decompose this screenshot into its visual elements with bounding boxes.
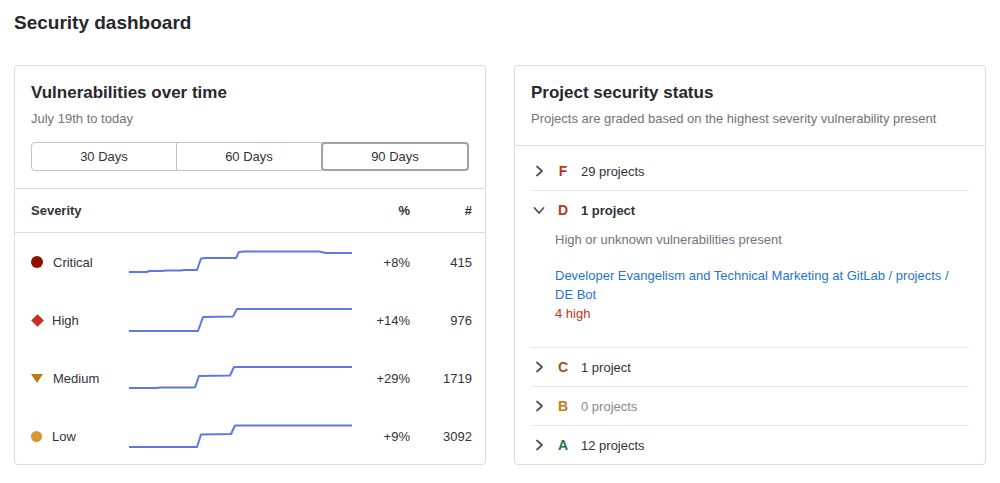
severity-table-header: Severity % # — [15, 189, 485, 233]
medium-sparkline-chart — [129, 361, 352, 395]
grade-list: F 29 projects D 1 project High or unknow… — [515, 146, 985, 464]
grade-block-d: D 1 project High or unknown vulnerabilit… — [531, 191, 969, 348]
percent-column-header: % — [352, 203, 410, 218]
grade-projects-count: 0 projects — [581, 399, 637, 414]
project-link[interactable]: Developer Evangelism and Technical Marke… — [555, 266, 957, 304]
grade-row-c[interactable]: C 1 project — [531, 348, 969, 386]
grade-letter-f: F — [555, 163, 571, 179]
severity-high-icon — [31, 314, 44, 327]
chevron-right-icon[interactable] — [531, 398, 547, 414]
day-range-selector: 30 Days 60 Days 90 Days — [31, 142, 469, 171]
high-sparkline-chart — [129, 303, 352, 337]
critical-count: 415 — [410, 255, 472, 270]
vulnerabilities-card-header: Vulnerabilities over time July 19th to t… — [15, 66, 485, 189]
high-count: 976 — [410, 313, 472, 328]
date-range-subtitle: July 19th to today — [31, 110, 469, 128]
range-60-days-button[interactable]: 60 Days — [177, 142, 322, 171]
grade-letter-c: C — [555, 359, 571, 375]
grade-projects-count: 29 projects — [581, 164, 645, 179]
project-security-status-card: Project security status Projects are gra… — [514, 65, 986, 465]
status-card-title: Project security status — [531, 82, 969, 104]
grade-block-a: A 12 projects — [531, 426, 969, 464]
grade-row-b[interactable]: B 0 projects — [531, 387, 969, 425]
grade-projects-count: 12 projects — [581, 438, 645, 453]
vulnerabilities-card-title: Vulnerabilities over time — [31, 82, 469, 104]
critical-sparkline-chart — [129, 245, 352, 279]
range-30-days-button[interactable]: 30 Days — [31, 142, 177, 171]
high-percent-change: +14% — [352, 313, 410, 328]
dashboard-cards: Vulnerabilities over time July 19th to t… — [14, 65, 986, 465]
severity-low-icon — [31, 431, 42, 442]
severity-medium-icon — [31, 374, 43, 383]
grade-letter-d: D — [555, 202, 571, 218]
critical-percent-change: +8% — [352, 255, 410, 270]
low-percent-change: +9% — [352, 429, 410, 444]
grade-block-c: C 1 project — [531, 348, 969, 387]
grade-projects-count: 1 project — [581, 360, 631, 375]
severity-row-medium: Medium +29% 1719 — [15, 349, 485, 407]
severity-row-critical: Critical +8% 415 — [15, 233, 485, 291]
grade-row-f[interactable]: F 29 projects — [531, 152, 969, 190]
severity-table-body: Critical +8% 415 High +14% 976 — [15, 233, 485, 465]
chevron-right-icon[interactable] — [531, 359, 547, 375]
severity-column-header: Severity — [31, 203, 129, 218]
count-column-header: # — [410, 203, 472, 218]
severity-row-high: High +14% 976 — [15, 291, 485, 349]
low-sparkline-chart — [129, 419, 352, 453]
grade-row-d[interactable]: D 1 project — [531, 191, 969, 229]
vulnerability-summary: 4 high — [555, 304, 969, 323]
chevron-down-icon[interactable] — [531, 202, 547, 218]
grade-block-b: B 0 projects — [531, 387, 969, 426]
vulnerabilities-over-time-card: Vulnerabilities over time July 19th to t… — [14, 65, 486, 465]
medium-count: 1719 — [410, 371, 472, 386]
severity-critical-icon — [31, 256, 43, 268]
grade-letter-a: A — [555, 437, 571, 453]
low-count: 3092 — [410, 429, 472, 444]
severity-label: Medium — [53, 371, 99, 386]
status-card-header: Project security status Projects are gra… — [515, 66, 985, 146]
severity-label: High — [52, 313, 79, 328]
chevron-right-icon[interactable] — [531, 437, 547, 453]
severity-label: Critical — [53, 255, 93, 270]
severity-label: Low — [52, 429, 76, 444]
medium-percent-change: +29% — [352, 371, 410, 386]
grade-block-f: F 29 projects — [531, 152, 969, 191]
grade-letter-b: B — [555, 398, 571, 414]
grade-d-details: High or unknown vulnerabilities present … — [531, 229, 969, 347]
grade-projects-count: 1 project — [581, 203, 635, 218]
page-title: Security dashboard — [14, 11, 986, 35]
severity-row-low: Low +9% 3092 — [15, 407, 485, 465]
grade-d-description: High or unknown vulnerabilities present — [555, 231, 969, 249]
chevron-right-icon[interactable] — [531, 163, 547, 179]
status-card-subtitle: Projects are graded based on the highest… — [531, 110, 969, 128]
grade-row-a[interactable]: A 12 projects — [531, 426, 969, 464]
range-90-days-button[interactable]: 90 Days — [321, 142, 469, 171]
